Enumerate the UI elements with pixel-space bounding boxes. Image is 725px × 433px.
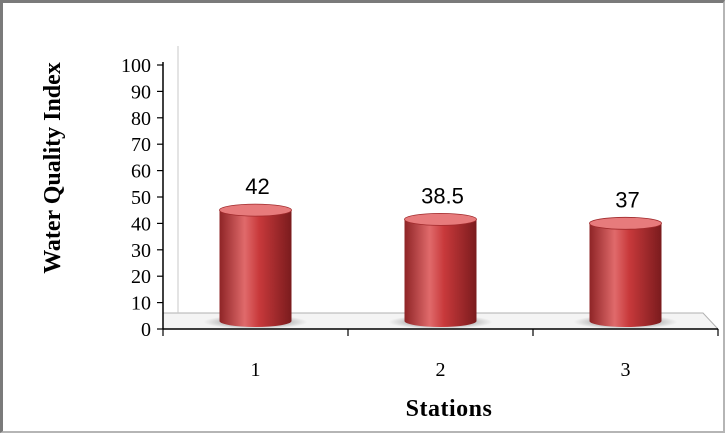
y-tick-label: 30 — [131, 240, 151, 262]
y-axis-label: Water Quality Index — [40, 62, 66, 274]
y-tick-label: 0 — [141, 319, 151, 341]
y-tick-label: 90 — [131, 81, 151, 103]
bar-2: 38.5 — [388, 183, 493, 329]
x-axis-ticks: 1 2 3 — [162, 329, 719, 381]
bar-body — [404, 219, 477, 327]
x-tick-label: 1 — [251, 359, 261, 381]
bar-top-cap — [404, 212, 477, 226]
bar-top-cap — [589, 216, 662, 230]
x-tick-label: 3 — [621, 359, 631, 381]
y-tick-label: 10 — [131, 293, 151, 315]
y-tick-label: 60 — [131, 161, 151, 183]
bar-3: 37 — [573, 187, 678, 329]
x-axis-label: Stations — [406, 396, 493, 422]
y-tick-label: 80 — [131, 108, 151, 130]
bar-body — [589, 223, 662, 327]
y-tick-label: 20 — [131, 266, 151, 288]
x-tick-label: 2 — [436, 359, 446, 381]
bar-1: 42 — [203, 174, 308, 329]
data-label: 38.5 — [421, 183, 464, 208]
y-tick-label: 50 — [131, 187, 151, 209]
y-axis-ticks: 0 10 20 30 40 50 60 70 80 90 100 — [121, 55, 163, 341]
y-tick-label: 40 — [131, 213, 151, 235]
y-tick-label: 100 — [121, 55, 151, 77]
y-tick-label: 70 — [131, 134, 151, 156]
bar-body — [219, 210, 292, 327]
data-label: 37 — [615, 187, 639, 212]
bar-top-cap — [219, 203, 292, 217]
bars-group: 42 38.5 37 — [203, 174, 678, 329]
data-label: 42 — [245, 174, 269, 199]
